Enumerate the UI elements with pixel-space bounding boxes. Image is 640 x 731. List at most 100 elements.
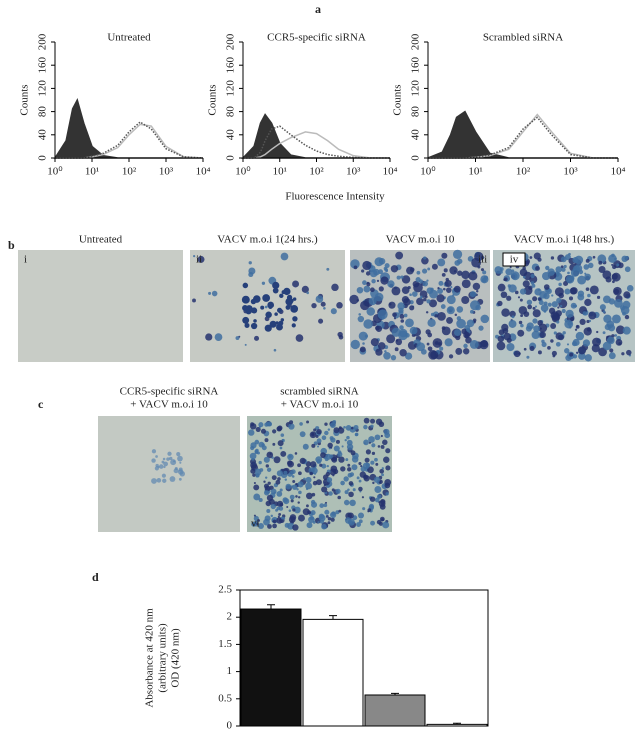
- stain: [254, 468, 262, 476]
- stain: [584, 272, 587, 275]
- stain: [526, 299, 533, 305]
- stain: [454, 260, 461, 266]
- stain: [614, 257, 617, 261]
- stain: [534, 305, 538, 308]
- stain: [292, 484, 298, 490]
- stain: [255, 474, 259, 478]
- y-tick-label: 120: [410, 80, 422, 97]
- stain: [530, 273, 535, 279]
- stain: [437, 311, 446, 321]
- stain: [250, 445, 255, 451]
- stain: [375, 348, 383, 356]
- stain: [531, 283, 536, 288]
- stain: [446, 287, 452, 293]
- stain: [371, 451, 376, 456]
- stain: [268, 422, 272, 427]
- stain: [177, 455, 183, 462]
- stain: [621, 352, 625, 356]
- stain: [509, 310, 516, 318]
- stain: [264, 305, 268, 309]
- stain: [280, 252, 289, 261]
- x-tick-label: 10⁰: [420, 166, 436, 178]
- stain: [551, 301, 558, 308]
- stain: [211, 290, 218, 297]
- stain: [365, 449, 371, 455]
- stain: [422, 268, 428, 274]
- image-numeral: i: [24, 254, 27, 266]
- stain: [397, 302, 405, 310]
- stain: [280, 433, 285, 437]
- stain: [547, 302, 552, 307]
- stain: [520, 314, 524, 318]
- stain: [370, 287, 375, 293]
- stain: [518, 306, 528, 315]
- stain: [611, 263, 614, 266]
- stain: [371, 278, 376, 284]
- stain: [582, 311, 587, 316]
- stain: [310, 510, 316, 516]
- stain: [550, 339, 554, 343]
- stain: [614, 334, 618, 337]
- image-numeral: iii: [478, 254, 487, 266]
- error-bar: [453, 722, 461, 725]
- stain: [463, 348, 470, 355]
- stain: [499, 270, 503, 274]
- stain: [179, 471, 185, 477]
- stain: [155, 455, 158, 458]
- stain: [539, 331, 546, 338]
- stain: [335, 439, 340, 444]
- stain: [547, 345, 551, 350]
- stain: [298, 514, 305, 522]
- x-tick-label: 10⁰: [47, 166, 63, 178]
- stain: [265, 476, 268, 479]
- stain: [260, 428, 267, 434]
- stain: [550, 311, 559, 320]
- x-tick-label: 10¹: [273, 166, 287, 178]
- stain: [331, 283, 339, 292]
- stain: [362, 260, 372, 271]
- stain: [363, 424, 368, 430]
- stain: [615, 325, 625, 335]
- stain: [508, 284, 517, 293]
- stain: [308, 467, 315, 474]
- error-bar: [267, 604, 275, 610]
- x-tick-label: 10²: [309, 166, 324, 178]
- stain: [564, 348, 570, 354]
- stain: [363, 417, 370, 424]
- stain: [613, 288, 620, 295]
- stain: [344, 438, 347, 442]
- stain: [333, 445, 340, 452]
- stain: [292, 280, 300, 288]
- stain: [347, 463, 351, 467]
- stain: [395, 251, 404, 260]
- stain: [461, 295, 470, 305]
- stain: [321, 463, 327, 469]
- stain: [532, 296, 538, 302]
- stain: [267, 524, 272, 529]
- stain: [343, 425, 346, 429]
- stain: [416, 270, 421, 275]
- stain: [568, 252, 571, 256]
- stain: [553, 331, 557, 335]
- stain: [321, 486, 328, 493]
- stain: [357, 512, 365, 519]
- stain: [448, 354, 454, 359]
- stain: [273, 348, 277, 352]
- stain: [309, 516, 314, 521]
- stain: [526, 355, 530, 359]
- stain: [514, 290, 519, 295]
- stain: [426, 287, 434, 294]
- stain: [306, 504, 309, 508]
- stain: [519, 268, 528, 277]
- stain: [445, 277, 449, 282]
- stain: [416, 297, 424, 306]
- y-axis-label: OD (420 nm): [170, 628, 182, 688]
- stain: [348, 491, 354, 498]
- stain: [558, 282, 562, 287]
- stain: [374, 434, 381, 441]
- stain: [275, 508, 279, 512]
- stain: [614, 298, 623, 308]
- stain: [427, 346, 433, 352]
- stain: [381, 518, 385, 522]
- stain: [272, 281, 280, 289]
